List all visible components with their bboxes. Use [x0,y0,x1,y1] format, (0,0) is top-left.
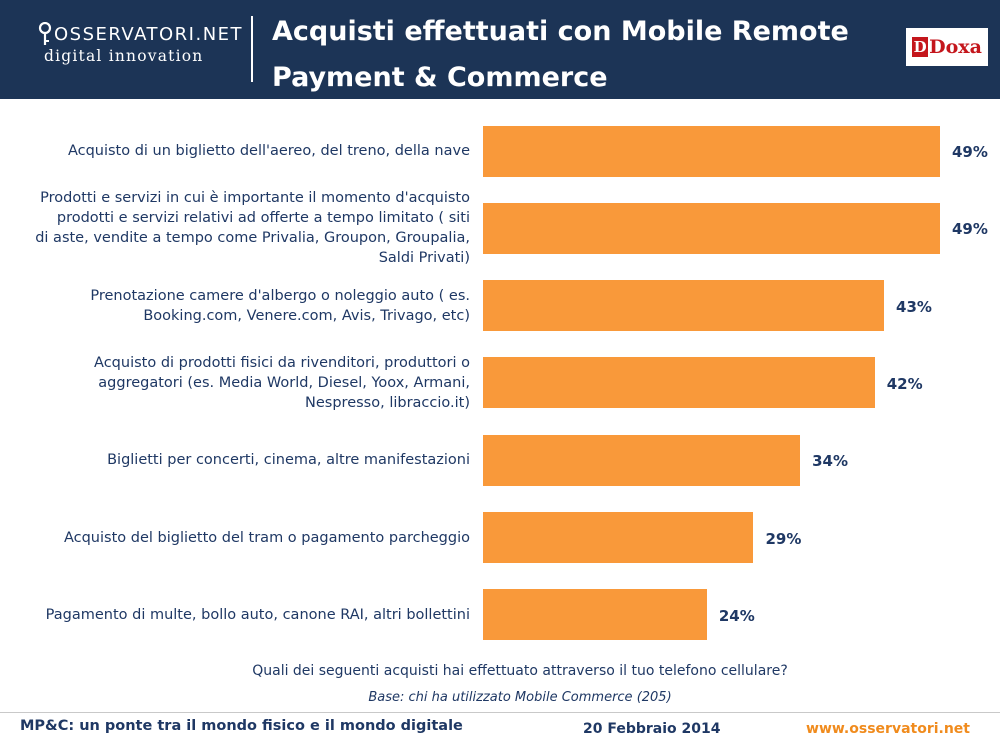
doxa-mark-icon: D [912,37,929,57]
category-label: Prenotazione camere d'albergo o noleggio… [0,286,470,326]
category-label-line: Pagamento di multe, bollo auto, canone R… [45,606,470,623]
category-label-line: Booking.com, Venere.com, Avis, Trivago, … [143,307,470,324]
key-icon [38,22,52,45]
bar [483,202,940,254]
doxa-logo[interactable]: D Doxa [906,28,988,66]
category-label-line: Biglietti per concerti, cinema, altre ma… [107,452,470,469]
logo-line1: OSSERVATORI.NET [54,23,244,45]
category-label: Prodotti e servizi in cui è importante i… [0,188,470,268]
category-label-line: Nespresso, libraccio.it) [305,394,470,411]
bar [483,434,801,486]
doxa-wordmark: Doxa [929,36,982,58]
category-label: Pagamento di multe, bollo auto, canone R… [0,605,470,625]
header-divider [251,16,253,82]
category-label: Acquisto del biglietto del tram o pagame… [0,528,470,548]
slide-title: Acquisti effettuati con Mobile Remote Pa… [272,16,849,93]
bar [483,357,875,409]
footer-date: 20 Febbraio 2014 [583,721,721,737]
header-banner: OSSERVATORI.NET digital innovation Acqui… [0,0,1000,99]
osservatori-logo[interactable]: OSSERVATORI.NET digital innovation [38,22,243,65]
category-label-line: Prodotti e servizi in cui è importante i… [40,190,470,207]
value-label: 49% [952,220,988,239]
value-label: 29% [765,529,802,548]
footer-event-title: MP&C: un ponte tra il mondo fisico e il … [20,718,463,734]
category-label-line: Acquisto di un biglietto dell'aereo, del… [67,143,470,159]
category-label-line: Acquisto di prodotti fisici da rivendito… [94,354,470,371]
category-label: Biglietti per concerti, cinema, altre ma… [0,450,470,470]
value-label: 34% [812,452,848,471]
survey-question: Quali dei seguenti acquisti hai effettua… [252,663,788,679]
value-label: 24% [718,606,755,625]
value-label: 49% [952,143,988,161]
bar [483,589,707,641]
category-label-line: prodotti e servizi relativi ad offerte a… [56,210,470,227]
logo-line2: digital innovation [44,47,204,65]
category-label: Acquisto di un biglietto dell'aereo, del… [0,141,470,161]
footer-divider [0,712,1000,713]
category-label-line: Saldi Privati) [378,250,470,267]
category-label-line: aggregatori (es. Media World, Diesel, Yo… [98,374,470,391]
bar [483,125,940,177]
category-label-line: di aste, vendite a tempo come Privalia, … [35,230,470,247]
bar [483,512,754,563]
survey-base: Base: chi ha utilizzato Mobile Commerce … [368,690,672,705]
footer-url-link[interactable]: www.osservatori.net [806,721,970,737]
value-label: 43% [896,297,932,316]
value-label: 42% [886,374,923,393]
bar [483,280,885,332]
category-label: Acquisto di prodotti fisici da rivendito… [0,353,470,413]
category-label-line: Prenotazione camere d'albergo o noleggio… [90,287,470,304]
category-label-line: Acquisto del biglietto del tram o pagame… [63,529,470,546]
